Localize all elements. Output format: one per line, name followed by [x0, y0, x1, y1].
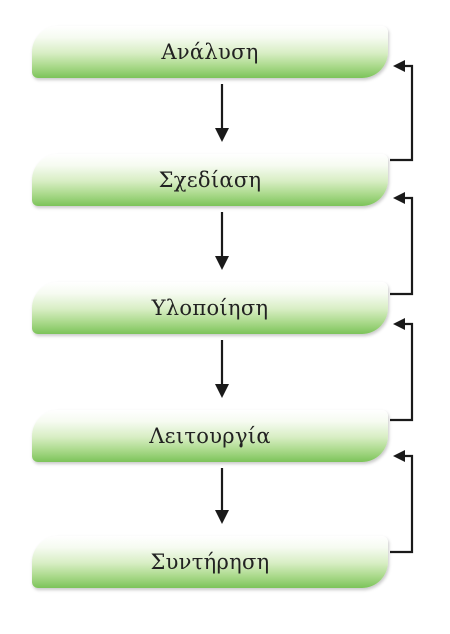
feedback-arrow-2 — [390, 196, 414, 296]
stage-box-operation: Λειτουργία — [32, 410, 388, 462]
feedback-arrow-3 — [390, 322, 414, 422]
stage-label-design: Σχεδίαση — [158, 168, 262, 192]
stage-box-maintenance: Συντήρηση — [32, 536, 388, 588]
feedback-arrow-1 — [390, 64, 414, 162]
forward-arrows — [215, 84, 229, 524]
stage-label-analysis: Ανάλυση — [161, 40, 259, 64]
feedback-arrow-4 — [390, 454, 414, 554]
stage-label-implementation: Υλοποίηση — [151, 296, 269, 320]
forward-arrowhead-2 — [215, 256, 229, 270]
feedback-arrowhead-1 — [393, 60, 405, 72]
feedback-arrowhead-3 — [393, 318, 405, 330]
feedback-arrowheads — [393, 60, 405, 462]
stage-box-implementation: Υλοποίηση — [32, 282, 388, 334]
forward-arrowhead-1 — [215, 128, 229, 142]
feedback-arrowhead-2 — [393, 192, 405, 204]
stage-label-maintenance: Συντήρηση — [150, 550, 270, 574]
stage-box-analysis: Ανάλυση — [32, 26, 388, 78]
stage-label-operation: Λειτουργία — [149, 424, 271, 448]
stage-box-design: Σχεδίαση — [32, 154, 388, 206]
feedback-arrows — [390, 64, 414, 554]
feedback-arrowhead-4 — [393, 450, 405, 462]
forward-arrowhead-3 — [215, 384, 229, 398]
forward-arrowhead-4 — [215, 510, 229, 524]
